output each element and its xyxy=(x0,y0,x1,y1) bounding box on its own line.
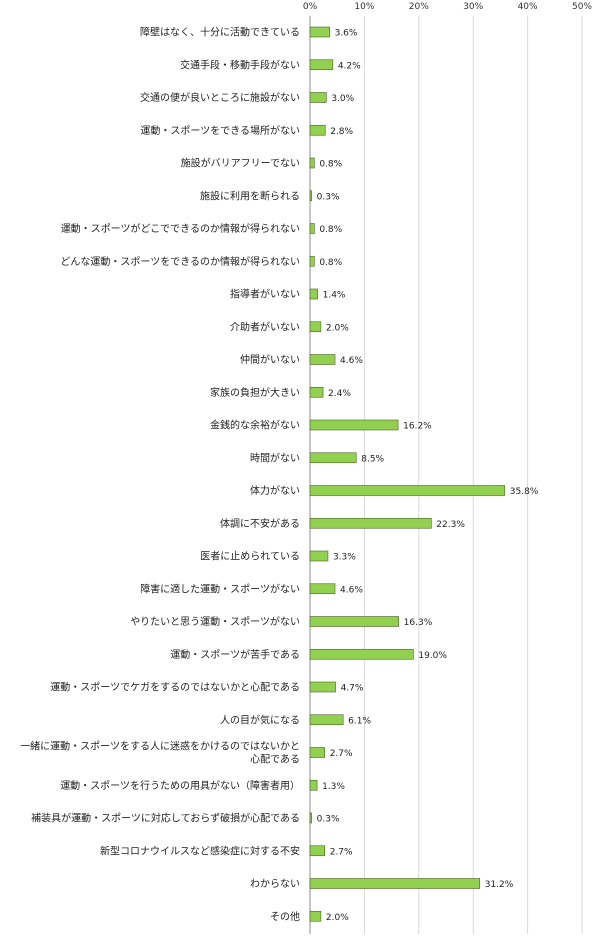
data-label: 3.6% xyxy=(335,29,358,39)
x-tick-label: 50% xyxy=(572,2,592,12)
bar xyxy=(309,419,399,431)
category-label: その他 xyxy=(270,910,300,923)
bar xyxy=(309,452,357,464)
category-label: 運動・スポーツを行うための用具がない（障害者用） xyxy=(60,779,300,792)
data-label: 16.3% xyxy=(404,618,433,628)
bar xyxy=(309,910,322,922)
category-label: わからない xyxy=(250,878,300,890)
bar xyxy=(309,59,334,71)
x-tick-label: 10% xyxy=(354,2,374,12)
category-label: 運動・スポーツが苦手である xyxy=(170,648,300,661)
category-label: 障壁はなく、十分に活動できている xyxy=(140,26,300,39)
category-label: 人の目が気になる xyxy=(220,713,300,726)
bar xyxy=(309,616,399,627)
category-label: 時間がない xyxy=(250,451,300,464)
bar xyxy=(309,190,312,202)
bar xyxy=(309,157,315,169)
data-label: 16.2% xyxy=(403,422,432,432)
category-label: 施設に利用を断られる xyxy=(200,189,300,202)
data-label: 3.0% xyxy=(331,94,354,104)
category-label: 交通の便が良いところに施設がない xyxy=(140,91,300,104)
data-label: 0.8% xyxy=(319,225,342,235)
data-label: 0.3% xyxy=(317,192,340,202)
bar xyxy=(309,845,325,857)
category-label: 運動・スポーツをできる場所がない xyxy=(140,124,300,137)
x-tick-label: 40% xyxy=(518,2,538,12)
data-label: 4.6% xyxy=(340,585,363,595)
data-label: 2.0% xyxy=(326,913,349,923)
data-label: 2.0% xyxy=(326,323,349,333)
category-label: 交通手段・移動手段がない xyxy=(180,58,300,71)
bar xyxy=(309,714,344,726)
bar xyxy=(309,124,326,136)
x-tick-label: 20% xyxy=(409,2,429,12)
x-tick-label: 30% xyxy=(463,2,483,12)
category-label: 金銭的な余裕がない xyxy=(210,419,300,432)
bar xyxy=(309,485,506,496)
category-label: 一緒に運動・スポーツをする人に迷惑をかけるのではないかと心配である xyxy=(20,740,300,766)
bar xyxy=(309,747,325,758)
data-label: 1.3% xyxy=(322,782,345,792)
x-tick-label: 0% xyxy=(303,2,318,12)
gridlines xyxy=(309,16,583,934)
bar xyxy=(309,321,322,333)
category-label: 介助者がいない xyxy=(230,320,300,333)
category-label: 指導者がいない xyxy=(230,288,300,301)
axis-tick-labels: 0% 10% 20% 30% 40% 50% xyxy=(303,2,592,12)
data-label: 19.0% xyxy=(418,651,447,661)
data-label: 4.6% xyxy=(340,356,363,366)
data-label: 0.3% xyxy=(317,815,340,825)
data-label: 0.8% xyxy=(319,160,342,170)
bar xyxy=(309,648,414,660)
bar xyxy=(309,779,318,791)
category-label: 運動・スポーツでケガをするのではないかと心配である xyxy=(50,681,300,694)
data-labels: 3.6% 4.2% 3.0% 2.8% 0.8% 0.3% 0.8% 0.8% 1.4% 2.0%… xyxy=(317,29,539,923)
category-labels: 障壁はなく、十分に活動できている交通手段・移動手段がない交通の便が良いところに施… xyxy=(20,26,300,923)
bars xyxy=(309,26,506,922)
bar xyxy=(309,26,330,38)
category-label: やりたいと思う運動・スポーツがない xyxy=(130,615,300,628)
category-label: 障害に適した運動・スポーツがない xyxy=(140,582,300,595)
category-label: どんな運動・スポーツをできるのか情報が得られない xyxy=(60,255,300,268)
data-label: 2.4% xyxy=(328,389,351,399)
bar xyxy=(309,517,432,529)
bar xyxy=(309,386,324,398)
data-label: 6.1% xyxy=(348,716,371,726)
bar xyxy=(309,288,318,300)
data-label: 1.4% xyxy=(323,291,346,301)
bar xyxy=(309,681,336,693)
data-label: 2.7% xyxy=(330,847,353,857)
category-label: 家族の負担が大きい xyxy=(210,386,300,399)
data-label: 3.3% xyxy=(333,553,356,563)
bar xyxy=(309,255,315,267)
category-label: 施設がバリアフリーでない xyxy=(181,157,300,170)
bar xyxy=(309,583,336,595)
data-label: 8.5% xyxy=(361,454,384,464)
category-label: 新型コロナウイルスなど感染症に対する不安 xyxy=(100,844,300,857)
data-label: 35.8% xyxy=(510,487,539,497)
data-label: 4.7% xyxy=(341,684,364,694)
category-label: 運動・スポーツがどこでできるのか情報が得られない xyxy=(61,222,300,235)
data-label: 2.7% xyxy=(330,749,353,759)
bar xyxy=(309,92,327,103)
data-label: 31.2% xyxy=(485,880,514,890)
data-label: 4.2% xyxy=(338,61,361,71)
category-label: 補装具が運動・スポーツに対応しておらず破損が心配である xyxy=(31,812,300,825)
data-label: 2.8% xyxy=(330,127,353,137)
category-label: 医者に止められている xyxy=(200,551,300,563)
data-label: 0.8% xyxy=(319,258,342,268)
bar xyxy=(309,878,481,889)
bar xyxy=(309,223,315,234)
category-label: 体調に不安がある xyxy=(220,517,300,530)
bar xyxy=(309,354,336,365)
bar xyxy=(309,812,312,824)
bar xyxy=(309,550,329,562)
category-label: 体力がない xyxy=(250,484,300,497)
data-label: 22.3% xyxy=(436,520,465,530)
category-label: 仲間がいない xyxy=(240,353,300,366)
